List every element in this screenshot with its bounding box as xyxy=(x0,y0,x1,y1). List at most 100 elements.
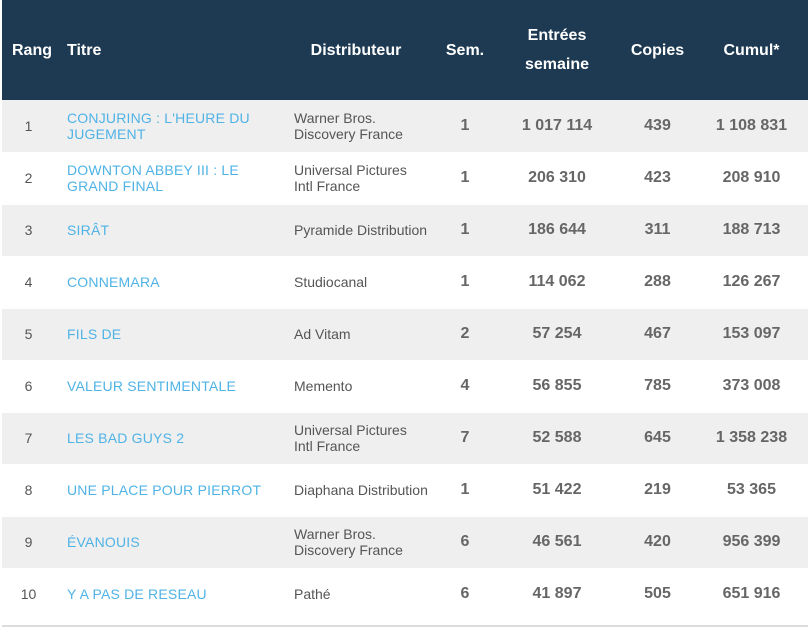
cell-entrees: 56 855 xyxy=(494,360,620,413)
movie-title-link[interactable]: VALEUR SENTIMENTALE xyxy=(67,378,236,394)
cell-titre: CONNEMARA xyxy=(65,256,276,309)
cell-copies: 505 xyxy=(620,568,695,621)
cell-sem: 1 xyxy=(436,256,494,309)
cell-rang: 9 xyxy=(2,516,65,569)
cell-cumul: 208 910 xyxy=(695,152,808,205)
table-bottom-border xyxy=(2,625,808,627)
cell-cumul: 651 916 xyxy=(695,568,808,621)
cell-titre: CONJURING : L'HEURE DU JUGEMENT xyxy=(65,100,276,153)
cell-cumul: 956 399 xyxy=(695,516,808,569)
cell-distributeur: Diaphana Distribution xyxy=(276,464,436,517)
movie-title-link[interactable]: DOWNTON ABBEY III : LE GRAND FINAL xyxy=(67,162,239,194)
cell-distributeur: Pathé xyxy=(276,568,436,621)
cell-cumul: 1 358 238 xyxy=(695,412,808,465)
box-office-table: Rang Titre Distributeur Sem. Entrées sem… xyxy=(2,0,808,621)
movie-title-link[interactable]: SIRÂT xyxy=(67,222,110,238)
cell-sem: 6 xyxy=(436,516,494,569)
table-row: 3 SIRÂT Pyramide Distribution 1 186 644 … xyxy=(2,204,808,257)
table-row: 7 LES BAD GUYS 2 Universal Pictures Intl… xyxy=(2,412,808,465)
movie-title-link[interactable]: Y A PAS DE RESEAU xyxy=(67,586,207,602)
cell-entrees: 114 062 xyxy=(494,256,620,309)
cell-entrees: 186 644 xyxy=(494,204,620,257)
cell-sem: 6 xyxy=(436,568,494,621)
movie-title-link[interactable]: UNE PLACE POUR PIERROT xyxy=(67,482,262,498)
cell-rang: 8 xyxy=(2,464,65,517)
table-row: 9 ÉVANOUIS Warner Bros. Discovery France… xyxy=(2,516,808,569)
cell-copies: 645 xyxy=(620,412,695,465)
box-office-table-container: Rang Titre Distributeur Sem. Entrées sem… xyxy=(2,0,808,627)
cell-copies: 288 xyxy=(620,256,695,309)
movie-title-link[interactable]: CONJURING : L'HEURE DU JUGEMENT xyxy=(67,109,250,142)
cell-copies: 467 xyxy=(620,308,695,361)
table-row: 5 FILS DE Ad Vitam 2 57 254 467 153 097 xyxy=(2,308,808,361)
cell-cumul: 1 108 831 xyxy=(695,100,808,153)
cell-distributeur: Ad Vitam xyxy=(276,308,436,361)
cell-rang: 7 xyxy=(2,412,65,465)
header-entrees[interactable]: Entrées semaine xyxy=(494,0,620,100)
cell-copies: 311 xyxy=(620,204,695,257)
cell-rang: 5 xyxy=(2,308,65,361)
cell-rang: 6 xyxy=(2,360,65,413)
cell-distributeur: Universal Pictures Intl France xyxy=(276,152,436,205)
cell-cumul: 126 267 xyxy=(695,256,808,309)
cell-titre: LES BAD GUYS 2 xyxy=(65,412,276,465)
cell-rang: 10 xyxy=(2,568,65,621)
cell-distributeur: Warner Bros. Discovery France xyxy=(276,100,436,153)
cell-sem: 1 xyxy=(436,100,494,153)
table-header: Rang Titre Distributeur Sem. Entrées sem… xyxy=(2,0,808,100)
cell-titre: Y A PAS DE RESEAU xyxy=(65,568,276,621)
cell-copies: 219 xyxy=(620,464,695,517)
movie-title-link[interactable]: CONNEMARA xyxy=(67,274,160,290)
header-distributeur[interactable]: Distributeur xyxy=(276,0,436,100)
movie-title-link[interactable]: LES BAD GUYS 2 xyxy=(67,430,185,446)
cell-titre: SIRÂT xyxy=(65,204,276,257)
table-body: 1 CONJURING : L'HEURE DU JUGEMENT Warner… xyxy=(2,100,808,621)
cell-sem: 4 xyxy=(436,360,494,413)
cell-entrees: 206 310 xyxy=(494,152,620,205)
cell-cumul: 153 097 xyxy=(695,308,808,361)
cell-rang: 1 xyxy=(2,100,65,153)
cell-rang: 4 xyxy=(2,256,65,309)
cell-entrees: 41 897 xyxy=(494,568,620,621)
cell-rang: 3 xyxy=(2,204,65,257)
cell-distributeur: Universal Pictures Intl France xyxy=(276,412,436,465)
movie-title-link[interactable]: FILS DE xyxy=(67,326,122,342)
cell-titre: VALEUR SENTIMENTALE xyxy=(65,360,276,413)
cell-entrees: 46 561 xyxy=(494,516,620,569)
header-cumul[interactable]: Cumul* xyxy=(695,0,808,100)
cell-sem: 1 xyxy=(436,204,494,257)
header-titre[interactable]: Titre xyxy=(65,0,276,100)
cell-distributeur: Memento xyxy=(276,360,436,413)
cell-titre: FILS DE xyxy=(65,308,276,361)
header-row: Rang Titre Distributeur Sem. Entrées sem… xyxy=(2,0,808,100)
cell-distributeur: Studiocanal xyxy=(276,256,436,309)
cell-titre: DOWNTON ABBEY III : LE GRAND FINAL xyxy=(65,152,276,205)
cell-distributeur: Warner Bros. Discovery France xyxy=(276,516,436,569)
cell-distributeur: Pyramide Distribution xyxy=(276,204,436,257)
cell-entrees: 51 422 xyxy=(494,464,620,517)
movie-title-link[interactable]: ÉVANOUIS xyxy=(67,534,140,550)
cell-entrees: 1 017 114 xyxy=(494,100,620,153)
cell-rang: 2 xyxy=(2,152,65,205)
cell-copies: 439 xyxy=(620,100,695,153)
header-rang[interactable]: Rang xyxy=(2,0,65,100)
table-row: 10 Y A PAS DE RESEAU Pathé 6 41 897 505 … xyxy=(2,568,808,621)
cell-sem: 1 xyxy=(436,464,494,517)
cell-cumul: 373 008 xyxy=(695,360,808,413)
table-row: 6 VALEUR SENTIMENTALE Memento 4 56 855 7… xyxy=(2,360,808,413)
header-entrees-line1: Entrées xyxy=(527,27,587,44)
cell-cumul: 188 713 xyxy=(695,204,808,257)
cell-copies: 423 xyxy=(620,152,695,205)
cell-sem: 7 xyxy=(436,412,494,465)
header-copies[interactable]: Copies xyxy=(620,0,695,100)
table-row: 4 CONNEMARA Studiocanal 1 114 062 288 12… xyxy=(2,256,808,309)
cell-copies: 785 xyxy=(620,360,695,413)
table-row: 2 DOWNTON ABBEY III : LE GRAND FINAL Uni… xyxy=(2,152,808,205)
cell-entrees: 57 254 xyxy=(494,308,620,361)
cell-sem: 2 xyxy=(436,308,494,361)
header-sem[interactable]: Sem. xyxy=(436,0,494,100)
header-entrees-line2: semaine xyxy=(524,56,590,73)
table-row: 1 CONJURING : L'HEURE DU JUGEMENT Warner… xyxy=(2,100,808,153)
table-row: 8 UNE PLACE POUR PIERROT Diaphana Distri… xyxy=(2,464,808,517)
cell-copies: 420 xyxy=(620,516,695,569)
